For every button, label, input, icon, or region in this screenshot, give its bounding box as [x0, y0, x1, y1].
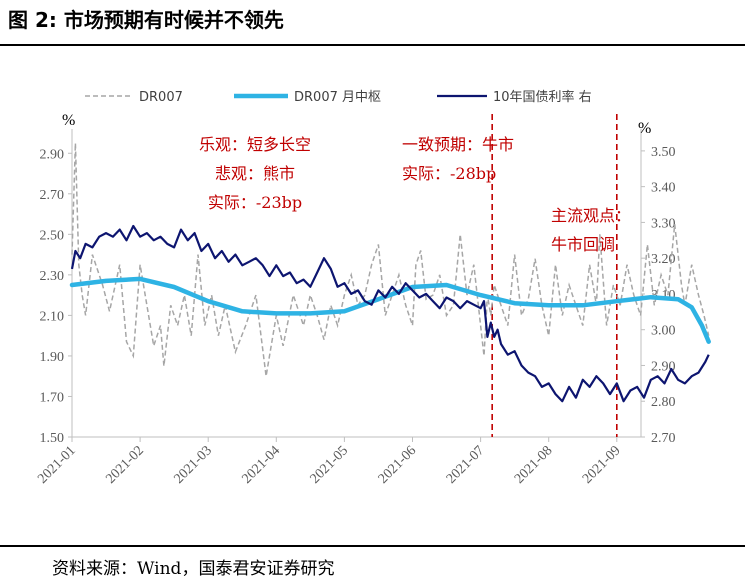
x-tick-label: 2021-02: [103, 443, 147, 487]
right-tick-label: 3.00: [651, 324, 676, 339]
annotation-text: 主流观点：: [551, 206, 631, 225]
x-tick-label: 2021-09: [580, 443, 624, 487]
legend-label-10y-bond: 10年国债利率 右: [493, 89, 592, 105]
x-tick-label: 2021-06: [376, 443, 420, 487]
series-layer: [69, 143, 711, 403]
right-tick-label: 3.20: [651, 252, 676, 267]
series-dr007-line: [71, 143, 710, 377]
legend-label-dr007-center: DR007 月中枢: [294, 90, 381, 105]
left-tick-label: 1.90: [40, 350, 65, 365]
annotation-text: 悲观：熊市: [215, 164, 295, 183]
annotation-text: 牛市回调: [551, 235, 615, 254]
x-tick-label: 2021-03: [171, 443, 215, 487]
x-tick-label: 2021-05: [308, 443, 352, 487]
x-tick-label: 2021-08: [512, 443, 556, 487]
left-tick-label: 2.10: [40, 309, 65, 324]
annotation-text: 一致预期：牛市: [402, 135, 514, 154]
axes: % % 2.90 2.70 2.50 2.30 2.10 1.90 1.70 1.50 3.50 3.…: [35, 112, 675, 487]
left-tick-label: 2.70: [40, 188, 65, 203]
legend: DR007 DR007 月中枢 10年国债利率 右: [85, 89, 592, 105]
vertical-marker-lines: [491, 114, 618, 437]
annotation-text: 乐观：短多长空: [199, 135, 311, 154]
right-tick-label: 3.50: [651, 145, 676, 160]
x-tick-label: 2021-04: [240, 443, 284, 487]
x-tick-label: 2021-07: [444, 443, 488, 487]
top-rule: [0, 44, 745, 46]
series-10y-bond-line: [70, 224, 710, 403]
legend-label-dr007: DR007: [139, 90, 183, 105]
bottom-rule: [0, 545, 745, 547]
right-tick-label: 2.70: [651, 431, 676, 446]
left-tick-label: 2.30: [40, 269, 65, 284]
annotation-text: 实际：-28bp: [402, 164, 496, 183]
left-tick-label: 2.50: [40, 228, 65, 243]
left-tick-label: 1.70: [40, 390, 65, 405]
right-tick-label: 3.30: [651, 216, 676, 231]
left-unit-label: %: [62, 112, 75, 129]
x-tick-label: 2021-01: [35, 443, 79, 487]
annotation-text: 实际：-23bp: [208, 193, 302, 212]
right-tick-label: 2.80: [651, 395, 676, 410]
left-tick-label: 1.50: [40, 431, 65, 446]
left-tick-label: 2.90: [40, 147, 65, 162]
right-tick-label: 3.40: [651, 181, 676, 196]
source-note: 资料来源：Wind，国泰君安证券研究: [52, 559, 335, 579]
right-unit-label: %: [638, 120, 651, 137]
right-tick-label: 2.90: [651, 359, 676, 374]
chart: % % 2.90 2.70 2.50 2.30 2.10 1.90 1.70 1.50 3.50 3.…: [35, 89, 711, 487]
series-dr007-center-line: [69, 276, 711, 344]
figure-title: 图 2: 市场预期有时候并不领先: [8, 8, 284, 32]
